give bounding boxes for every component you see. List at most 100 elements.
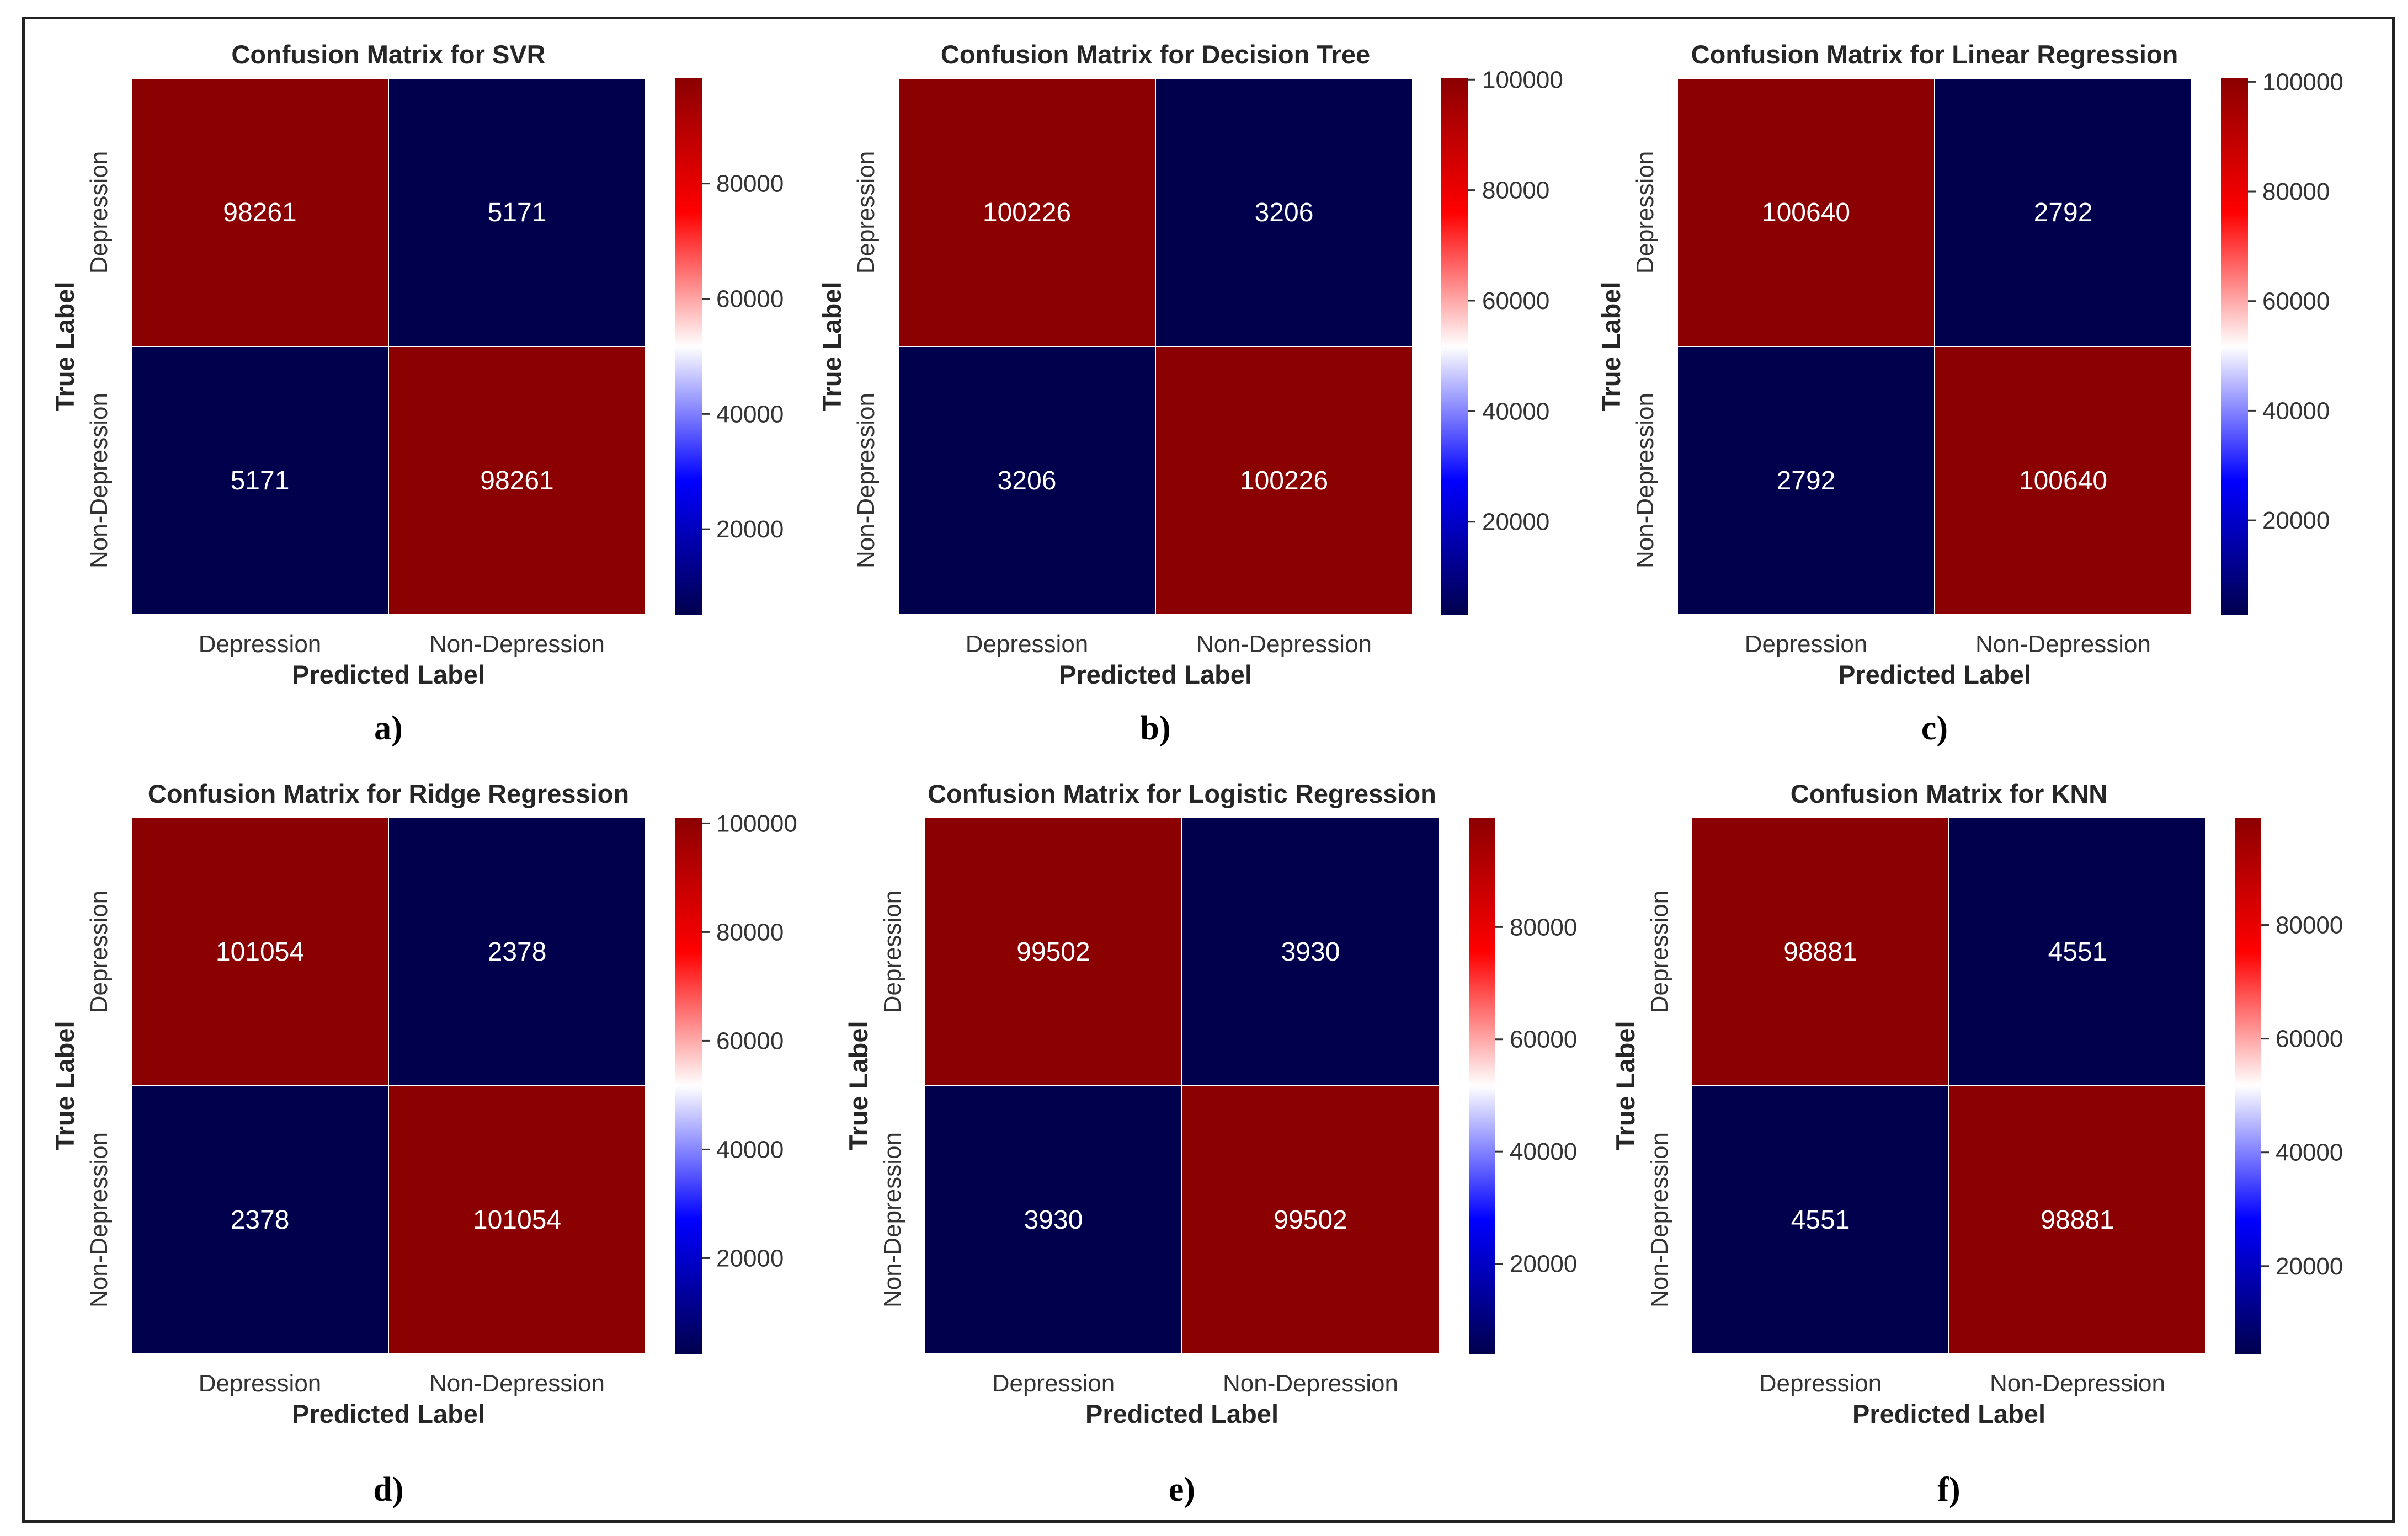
- colorbar-tick-label: 80000: [716, 170, 784, 198]
- heatmap-cell: [388, 346, 646, 615]
- y-tick-label: Non-Depression: [1632, 393, 1659, 568]
- colorbar: [1441, 78, 1468, 615]
- chart-title: Confusion Matrix for Decision Tree: [941, 40, 1370, 69]
- x-tick-label: Depression: [199, 631, 322, 658]
- cell-value-label: 101054: [216, 937, 304, 967]
- y-tick-label: Non-Depression: [879, 1132, 906, 1308]
- heatmap-cell: [1181, 817, 1440, 1086]
- heatmap-cell: [1181, 1085, 1440, 1354]
- heatmap-cell: [1677, 78, 1935, 347]
- heatmap-cell: [924, 817, 1182, 1086]
- colorbar-tick-label: 60000: [1510, 1026, 1577, 1053]
- cell-value-label: 98261: [480, 466, 553, 495]
- x-tick-label: Non-Depression: [1196, 631, 1372, 658]
- cell-value-label: 3930: [1281, 937, 1340, 967]
- panel-label: f): [1937, 1471, 1960, 1508]
- cell-value-label: 5171: [488, 198, 547, 227]
- panel-label: e): [1169, 1471, 1195, 1508]
- chart-title: Confusion Matrix for SVR: [231, 40, 545, 69]
- cell-value-label: 2792: [1777, 466, 1836, 495]
- y-tick-label: Depression: [86, 890, 113, 1014]
- cell-value-label: 2378: [488, 937, 547, 967]
- cell-value-label: 100640: [2019, 466, 2107, 495]
- y-axis-title: True Label: [50, 1021, 79, 1150]
- x-tick-label: Depression: [992, 1370, 1115, 1397]
- heatmap-cell: [1934, 78, 2192, 347]
- panel-label: c): [1921, 710, 1948, 747]
- x-axis-title: Predicted Label: [1059, 660, 1252, 689]
- cell-value-label: 99502: [1274, 1206, 1347, 1235]
- x-axis-title: Predicted Label: [1838, 660, 2031, 689]
- cell-value-label: 3206: [998, 466, 1057, 495]
- heatmap-cell: [898, 78, 1156, 347]
- confusion-matrix-panel-2: Confusion Matrix for Decision Tree 100226…: [817, 40, 1563, 747]
- colorbar: [1469, 818, 1495, 1354]
- y-tick-label: Depression: [853, 151, 880, 274]
- cell-value-label: 5171: [231, 466, 290, 495]
- chart-title: Confusion Matrix for Linear Regression: [1691, 40, 2178, 69]
- colorbar-tick-label: 40000: [2276, 1139, 2343, 1166]
- cell-value-label: 3930: [1024, 1206, 1083, 1235]
- cell-value-label: 100226: [1240, 466, 1328, 495]
- cell-value-label: 100226: [983, 198, 1071, 227]
- x-tick-label: Non-Depression: [429, 631, 605, 658]
- colorbar-tick-label: 40000: [716, 401, 784, 428]
- x-tick-label: Non-Depression: [429, 1370, 605, 1397]
- x-tick-label: Depression: [966, 631, 1089, 658]
- cell-value-label: 2378: [231, 1206, 290, 1235]
- heatmap-cell: [388, 817, 646, 1086]
- cell-value-label: 101054: [473, 1206, 561, 1235]
- chart-title: Confusion Matrix for Ridge Regression: [148, 779, 629, 808]
- cell-value-label: 4551: [1791, 1206, 1850, 1235]
- colorbar-tick-label: 60000: [1482, 287, 1549, 314]
- colorbar-tick-label: 40000: [2262, 397, 2330, 424]
- x-axis-title: Predicted Label: [292, 1399, 485, 1428]
- heatmap-cell: [1934, 346, 2192, 615]
- x-tick-label: Non-Depression: [1990, 1370, 2165, 1397]
- colorbar-tick-label: 80000: [1482, 177, 1549, 204]
- heatmap-cell: [131, 346, 389, 615]
- cell-value-label: 100640: [1762, 198, 1850, 227]
- x-tick-label: Depression: [1745, 631, 1868, 658]
- confusion-matrix-panel-1: Confusion Matrix for SVR 98261 5171 5171 982…: [50, 40, 784, 747]
- heatmap-cell: [1155, 346, 1413, 615]
- confusion-matrix-panel-4: Confusion Matrix for Ridge Regression 101…: [50, 779, 797, 1508]
- colorbar-tick-label: 60000: [716, 1027, 784, 1054]
- panel-label: a): [374, 710, 403, 747]
- colorbar-tick-label: 20000: [716, 516, 784, 543]
- cell-value-label: 99502: [1016, 937, 1090, 967]
- x-tick-label: Non-Depression: [1975, 631, 2151, 658]
- heatmap-cell: [388, 1085, 646, 1354]
- x-tick-label: Depression: [1759, 1370, 1882, 1397]
- heatmap-cell: [131, 1085, 389, 1354]
- y-tick-label: Depression: [86, 151, 113, 274]
- y-axis-title: True Label: [1596, 281, 1626, 411]
- y-tick-label: Non-Depression: [1646, 1132, 1673, 1308]
- confusion-matrix-panel-3: Confusion Matrix for Linear Regression 10…: [1596, 40, 2343, 747]
- colorbar-tick-label: 60000: [2262, 288, 2330, 315]
- panel-label: d): [373, 1471, 403, 1508]
- heatmap-cell: [131, 78, 389, 347]
- chart-title: Confusion Matrix for Logistic Regression: [928, 779, 1436, 808]
- heatmap-cell: [1948, 817, 2207, 1086]
- y-axis-title: True Label: [817, 281, 846, 411]
- x-axis-title: Predicted Label: [292, 660, 485, 689]
- colorbar-tick-label: 80000: [2276, 912, 2343, 939]
- colorbar-tick-label: 60000: [2276, 1026, 2343, 1053]
- colorbar: [675, 818, 702, 1354]
- colorbar-tick-label: 40000: [1510, 1138, 1577, 1165]
- y-axis-title: True Label: [50, 281, 79, 411]
- colorbar-tick-label: 40000: [1482, 398, 1549, 425]
- heatmap-cell: [388, 78, 646, 347]
- y-tick-label: Non-Depression: [86, 1132, 113, 1308]
- cell-value-label: 98881: [1783, 937, 1857, 967]
- y-tick-label: Non-Depression: [86, 393, 113, 568]
- heatmap-cell: [1691, 1085, 1949, 1354]
- x-axis-title: Predicted Label: [1852, 1399, 2045, 1428]
- colorbar-tick-label: 100000: [2262, 68, 2343, 95]
- y-tick-label: Depression: [1646, 890, 1673, 1014]
- panel-label: b): [1140, 710, 1170, 747]
- x-axis-title: Predicted Label: [1085, 1399, 1278, 1428]
- cell-value-label: 4551: [2048, 937, 2107, 967]
